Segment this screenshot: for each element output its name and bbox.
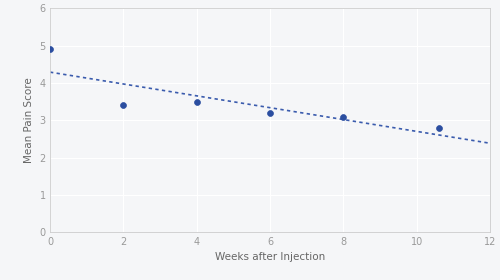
Point [340,115,347,119]
Point [266,111,274,115]
Point [46,47,54,52]
Y-axis label: Mean Pain Score: Mean Pain Score [24,78,34,163]
Point [192,99,200,104]
X-axis label: Weeks after Injection: Weeks after Injection [215,252,325,262]
Point [434,126,442,130]
Point [120,103,128,108]
